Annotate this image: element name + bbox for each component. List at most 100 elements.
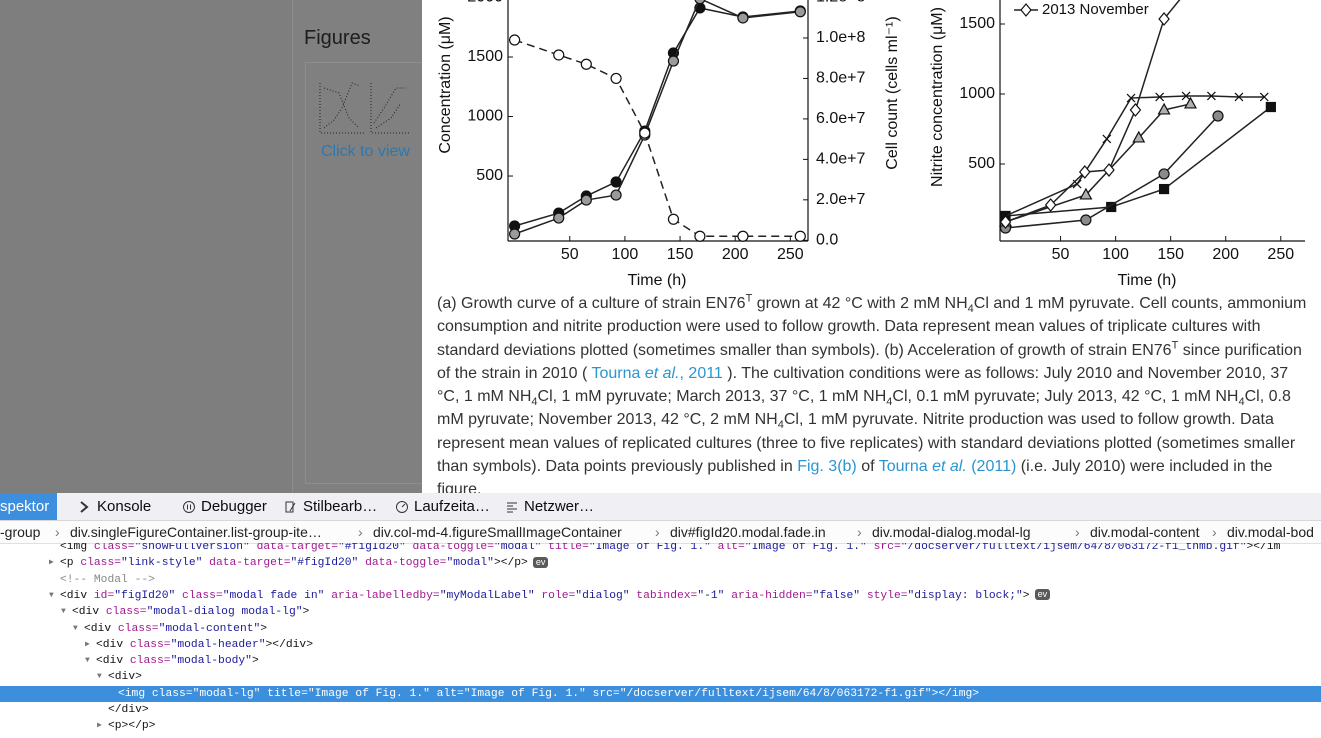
markup-line[interactable]: <img class="showFullVersion" data-target… <box>0 543 1321 555</box>
markup-line[interactable]: <img class="modal-lg" title="Image of Fi… <box>0 685 1321 702</box>
markup-token: "false" <box>812 589 861 602</box>
twisty[interactable]: ▼ <box>73 623 78 633</box>
markup-token: data-toggle= <box>358 557 447 570</box>
figure-image: 50 100 150 200 250 500 1000 1500 2000 0.0 2.0e+7 4.… <box>437 0 1305 289</box>
tab-label[interactable]: Netzwer… <box>524 498 595 515</box>
data-point <box>794 6 806 18</box>
x-tick-label: 50 <box>561 246 579 263</box>
tab-icon <box>507 502 517 512</box>
markup-text: <div class="modal-dialog modal-lg"> <box>72 604 309 620</box>
y-tick-label: 1000 <box>467 108 503 125</box>
data-point <box>1155 92 1165 102</box>
twisty[interactable]: ▶ <box>49 558 54 568</box>
click-to-view-link[interactable]: Click to view <box>321 143 410 160</box>
markup-token: ></img> <box>931 687 980 700</box>
markup-line[interactable]: ▼ <div class="modal-content"> <box>0 621 1321 637</box>
tab-label[interactable]: Konsole <box>97 498 152 515</box>
caption-sub: 4 <box>531 396 538 409</box>
link-text[interactable]: Tourna <box>878 458 933 476</box>
markup-token: title= <box>260 687 308 700</box>
markup-token: "/docserver/fulltext/ijsem/64/8/063172-f… <box>619 687 932 700</box>
event-badge[interactable]: ev <box>1034 589 1051 601</box>
markup-token: class= <box>123 638 171 651</box>
page-backdrop: Figures Click to view 50 100 150 200 250 500 1… <box>292 0 1321 493</box>
thumbnail[interactable] <box>316 73 416 148</box>
twisty[interactable]: ▼ <box>85 656 90 666</box>
devtools-tabs: spektor Konsole Debugger Stilbearb… Laufzeit… <box>0 493 1321 521</box>
y2-tick-label: 2.0e+7 <box>816 191 865 208</box>
devtools-tab[interactable]: Konsole <box>78 493 151 520</box>
markup-token: style= <box>860 589 908 602</box>
breadcrumb[interactable]: div.modal-content <box>1090 524 1200 540</box>
event-badge[interactable]: ev <box>532 556 549 568</box>
breadcrumb-separator: › <box>1075 524 1080 540</box>
markup-line[interactable]: </div> <box>0 702 1321 718</box>
data-point <box>1102 134 1112 144</box>
markup-token: "#figId20" <box>337 543 406 553</box>
tab-label[interactable]: spektor <box>0 498 50 515</box>
caption-text: of <box>856 458 879 476</box>
reference-link[interactable]: Tourna et al. (2011) <box>879 458 1017 475</box>
link-text[interactable]: et al. <box>644 364 680 382</box>
link-text[interactable]: et al. <box>932 458 967 476</box>
devtools-tab[interactable]: Netzwer… <box>505 493 594 520</box>
x-tick-label: 250 <box>777 246 804 263</box>
caption-text: Cl, 0.8 mM pyruvate; November 2013, 42 °… <box>437 388 1291 429</box>
breadcrumb-separator: › <box>55 524 60 540</box>
breadcrumb[interactable]: -group <box>0 524 41 540</box>
twisty[interactable]: ▼ <box>61 607 66 617</box>
twisty[interactable]: ▶ <box>97 721 102 731</box>
markup-line[interactable]: ▼ <div> <box>0 669 1321 685</box>
breadcrumb[interactable]: div.col-md-4.figureSmallImageContainer <box>373 524 622 540</box>
twisty[interactable]: ▼ <box>97 672 102 682</box>
markup-token: > <box>1022 589 1030 602</box>
caption-sup: T <box>745 292 753 305</box>
markup-token: class= <box>99 606 147 619</box>
markup-token: data-target= <box>249 543 338 553</box>
link-text[interactable]: (2011) <box>966 458 1017 476</box>
tab-label[interactable]: Stilbearb… <box>303 498 378 515</box>
caption-sup: T <box>1171 339 1179 352</box>
markup-token: <p></p> <box>108 720 156 733</box>
markup-token: </div> <box>108 704 149 716</box>
markup-line[interactable]: ▶ <p></p> <box>0 718 1321 734</box>
devtools-tab[interactable]: Laufzeita… <box>395 493 490 520</box>
markup-token: <img <box>118 687 146 700</box>
y-axis-label: Nitrite concentration (μM) <box>929 7 946 187</box>
breadcrumb[interactable]: div#figId20.modal.fade.in <box>670 524 826 540</box>
markup-line[interactable]: <!-- Modal --> <box>0 572 1321 588</box>
devtools-tab[interactable]: spektor <box>0 493 58 520</box>
breadcrumb[interactable]: div.modal-bod <box>1227 524 1314 540</box>
tab-label[interactable]: Laufzeita… <box>414 498 490 515</box>
caption-sub: 4 <box>967 303 974 316</box>
markup-line[interactable]: ▶ <div class="modal-header"></div> <box>0 637 1321 653</box>
markup-line[interactable]: ▶ <p class="link-style" data-target="#fig… <box>0 555 1321 571</box>
figure-link[interactable]: Fig. 3(b) <box>797 458 857 476</box>
markup-token: > <box>302 606 310 619</box>
breadcrumb[interactable]: div.singleFigureContainer.list-group-ite… <box>70 524 322 540</box>
data-point <box>694 230 706 242</box>
breadcrumb[interactable]: div.modal-dialog.modal-lg <box>872 524 1031 540</box>
markup-token: "Image of Fig. 1." <box>588 543 711 553</box>
breadcrumb-separator: › <box>655 524 660 540</box>
devtools-tab[interactable]: Debugger <box>182 493 267 520</box>
breadcrumb-separator: › <box>358 524 363 540</box>
tab-label[interactable]: Debugger <box>201 498 267 515</box>
markup-text: <div class="modal-header"></div> <box>96 637 313 653</box>
caption-sub: 4 <box>777 419 784 432</box>
reference-link[interactable]: Tourna et al., 2011 <box>591 365 722 382</box>
twisty[interactable]: ▼ <box>49 590 54 600</box>
breadcrumb-separator: › <box>1212 524 1217 540</box>
x-tick-label: 200 <box>1212 246 1239 263</box>
twisty[interactable]: ▶ <box>85 639 90 649</box>
markup-token: class= <box>175 589 223 602</box>
link-text[interactable]: Tourna <box>591 364 645 382</box>
data-point <box>1181 91 1191 101</box>
devtools-tab[interactable]: Stilbearb… <box>284 493 377 520</box>
markup-line[interactable]: ▼ <div class="modal-body"> <box>0 653 1321 669</box>
caption-text: Cl, 1 mM pyruvate; March 2013, 37 °C, 1 … <box>537 388 887 406</box>
data-point <box>1079 165 1091 179</box>
link-text[interactable]: , 2011 <box>679 364 723 382</box>
markup-line[interactable]: ▼ <div class="modal-dialog modal-lg"> <box>0 604 1321 620</box>
markup-line[interactable]: ▼ <div id="figId20" class="modal fade in"… <box>0 588 1321 604</box>
